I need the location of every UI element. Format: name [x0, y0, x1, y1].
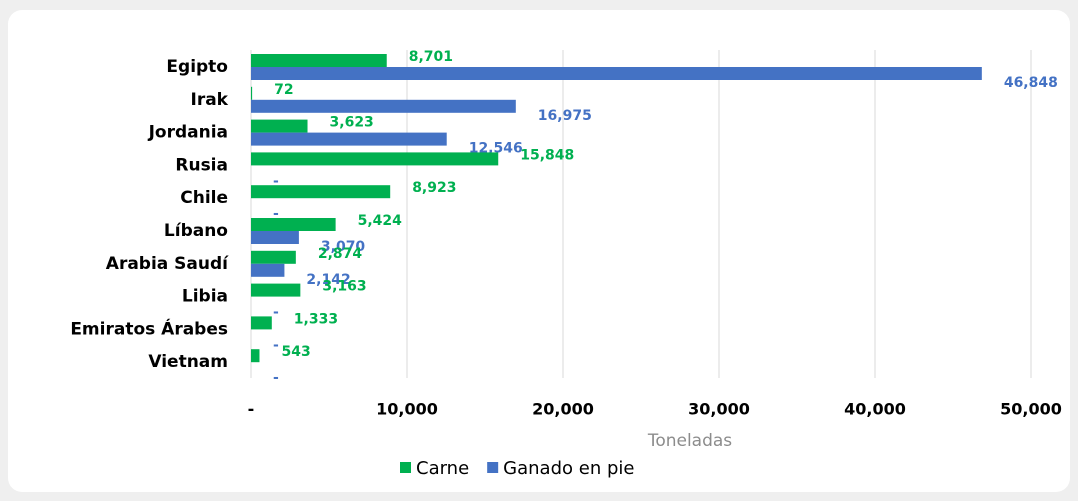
data-label: 8,701 — [409, 49, 453, 65]
x-tick-label: 40,000 — [844, 400, 906, 419]
bar — [251, 132, 447, 146]
legend-label: Ganado en pie — [503, 458, 634, 479]
legend-swatch — [487, 462, 499, 473]
category-label: Egipto — [166, 57, 228, 77]
data-label: - — [273, 173, 279, 189]
data-label: - — [273, 305, 279, 321]
data-label: 15,848 — [520, 147, 574, 163]
data-label: 3,163 — [322, 279, 366, 295]
bar — [251, 152, 499, 166]
x-tick-label: 50,000 — [1000, 400, 1062, 419]
data-label: 3,623 — [330, 115, 374, 131]
category-label: Emiratos Árabes — [70, 317, 228, 339]
bar — [251, 86, 253, 100]
data-label: 5,424 — [358, 213, 403, 229]
data-label: - — [273, 370, 279, 386]
category-label: Irak — [191, 90, 229, 110]
category-label: Arabia Saudí — [106, 254, 229, 274]
data-label: 2,142 — [306, 272, 350, 288]
category-label: Libia — [182, 287, 228, 307]
data-label: 46,848 — [1004, 75, 1058, 91]
bar — [251, 349, 260, 363]
category-label: Rusia — [175, 155, 228, 175]
data-label: 3,070 — [321, 239, 366, 255]
data-label: 1,333 — [294, 311, 338, 327]
chart-card — [8, 10, 1070, 492]
data-label: - — [273, 337, 279, 353]
bar — [251, 231, 299, 244]
category-label: Chile — [180, 188, 228, 208]
bar — [251, 283, 301, 297]
bar — [251, 54, 387, 67]
bar — [251, 67, 982, 80]
x-tick-label: - — [248, 400, 255, 419]
data-label: 16,975 — [538, 108, 592, 124]
x-tick-label: 10,000 — [376, 400, 438, 419]
category-label: Líbano — [164, 221, 228, 241]
x-axis-title: Toneladas — [647, 431, 732, 451]
category-label: Jordania — [148, 123, 228, 143]
bar — [251, 119, 308, 133]
data-label: 543 — [281, 344, 310, 360]
bar — [251, 316, 272, 330]
data-label: 8,923 — [412, 180, 456, 196]
bar — [251, 263, 285, 277]
data-label: 2,874 — [318, 246, 363, 262]
category-label: Vietnam — [148, 352, 228, 372]
data-label: 72 — [274, 82, 293, 98]
legend-label: Carne — [416, 458, 469, 479]
legend-swatch — [400, 462, 411, 473]
bar — [251, 218, 336, 231]
data-label: - — [273, 206, 279, 222]
x-tick-label: 30,000 — [688, 400, 750, 419]
x-tick-label: 20,000 — [532, 400, 594, 419]
bar — [251, 185, 391, 199]
bar — [251, 250, 296, 264]
bar — [251, 99, 516, 113]
